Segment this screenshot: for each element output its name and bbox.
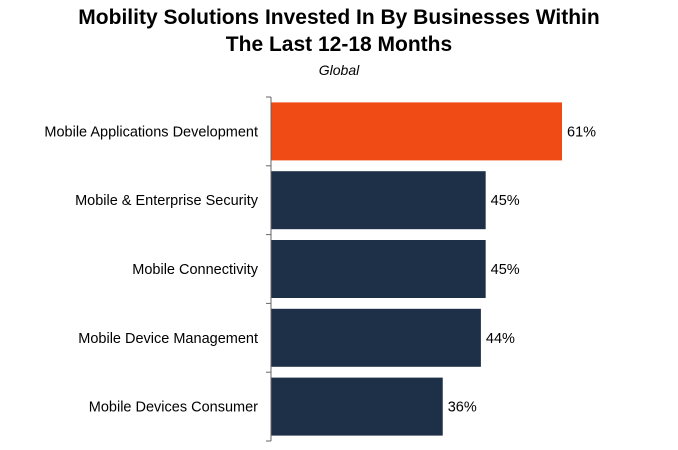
bar-mobile-devices-consumer [271, 377, 443, 436]
category-label-mobile-applications-development: Mobile Applications Development [44, 124, 258, 140]
category-label-mobile-connectivity: Mobile Connectivity [132, 262, 258, 278]
chart-title-line-2: The Last 12-18 Months [226, 33, 452, 56]
value-label-mobile-and-enterprise-security: 45% [491, 193, 520, 209]
chart-subtitle: Global [319, 62, 360, 78]
bar-mobile-and-enterprise-security [271, 171, 486, 230]
bar-mobile-device-management [271, 308, 481, 367]
y-axis-ticks [266, 96, 271, 442]
bars-group: Mobile Applications Development 61% Mobile… [44, 102, 596, 436]
value-label-mobile-device-management: 44% [486, 331, 515, 347]
chart-title-line-1: Mobility Solutions Invested In By Busine… [78, 6, 599, 29]
category-label-mobile-device-management: Mobile Device Management [78, 331, 258, 347]
value-label-mobile-devices-consumer: 36% [448, 400, 477, 416]
value-label-mobile-connectivity: 45% [491, 262, 520, 278]
bar-mobile-connectivity [271, 240, 486, 298]
value-label-mobile-applications-development: 61% [567, 124, 596, 140]
category-label-mobile-devices-consumer: Mobile Devices Consumer [89, 400, 258, 416]
bar-mobile-applications-development [271, 102, 562, 161]
category-label-mobile-and-enterprise-security: Mobile & Enterprise Security [75, 193, 259, 209]
